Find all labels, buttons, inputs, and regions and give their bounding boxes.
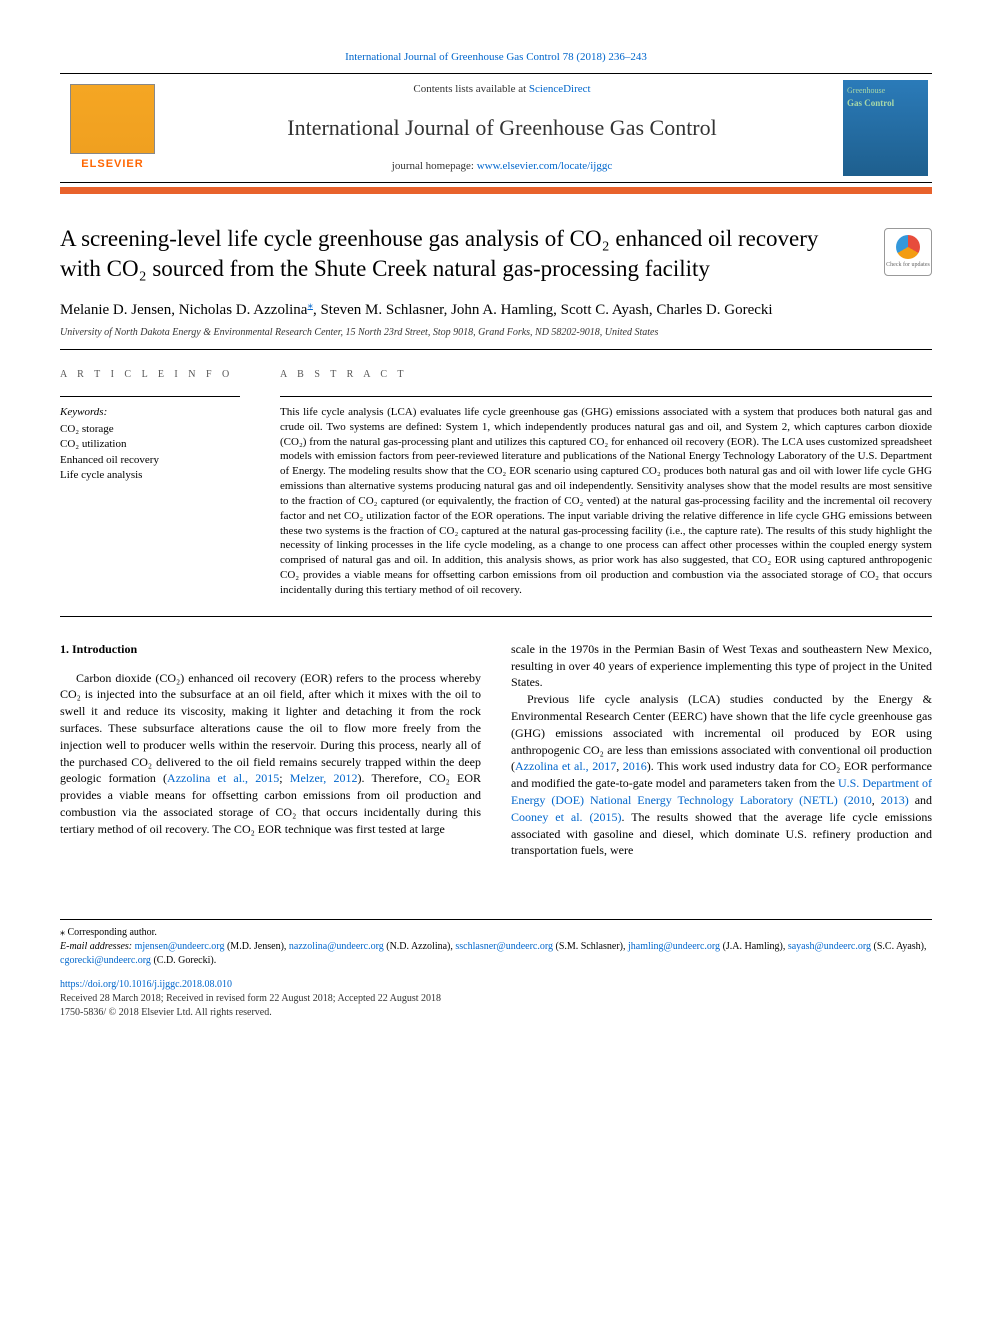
body-paragraph: Previous life cycle analysis (LCA) studi… [511, 691, 932, 859]
journal-cover-thumb: Greenhouse Gas Control [843, 80, 928, 176]
journal-title: International Journal of Greenhouse Gas … [175, 113, 829, 143]
email-link[interactable]: sayash@undeerc.org [788, 941, 871, 952]
body-right-column: scale in the 1970s in the Permian Basin … [511, 641, 932, 859]
homepage-prefix: journal homepage: [392, 160, 477, 172]
body-paragraph: scale in the 1970s in the Permian Basin … [511, 641, 932, 691]
email-name: (J.A. Hamling), [720, 941, 788, 952]
divider [60, 349, 932, 350]
keyword: Enhanced oil recovery [60, 453, 240, 468]
keyword: Life cycle analysis [60, 468, 240, 483]
keyword: CO₂ utilization [60, 437, 240, 452]
citation-link[interactable]: 2013) [881, 793, 909, 807]
cover-line2: Gas Control [847, 97, 894, 109]
check-updates-badge[interactable]: Check for updates [884, 228, 932, 276]
abstract-col: A B S T R A C T This life cycle analysis… [280, 368, 932, 597]
email-line: E-mail addresses: mjensen@undeerc.org (M… [60, 940, 932, 968]
divider [60, 616, 932, 617]
body-paragraph: Carbon dioxide (CO₂) enhanced oil recove… [60, 670, 481, 838]
doi-link[interactable]: https://doi.org/10.1016/j.ijggc.2018.08.… [60, 978, 932, 992]
received-line: Received 28 March 2018; Received in revi… [60, 992, 932, 1006]
body-text: Carbon dioxide (CO₂) enhanced oil recove… [60, 671, 481, 786]
check-updates-label: Check for updates [886, 261, 930, 269]
body-left-column: 1. Introduction Carbon dioxide (CO₂) enh… [60, 641, 481, 859]
contents-line: Contents lists available at ScienceDirec… [175, 82, 829, 97]
abstract-label: A B S T R A C T [280, 368, 932, 382]
email-name: (M.D. Jensen), [224, 941, 288, 952]
citation-link[interactable]: Azzolina et al., 2015 [167, 771, 279, 785]
divider [60, 396, 240, 397]
copyright-line: 1750-5836/ © 2018 Elsevier Ltd. All righ… [60, 1006, 932, 1020]
body-text: , [872, 793, 881, 807]
email-link[interactable]: jhamling@undeerc.org [628, 941, 720, 952]
email-label: E-mail addresses: [60, 941, 135, 952]
authors-part2: , Steven M. Schlasner, John A. Hamling, … [313, 302, 773, 318]
keyword: CO₂ storage [60, 422, 240, 437]
sciencedirect-link[interactable]: ScienceDirect [529, 83, 591, 95]
body-columns: 1. Introduction Carbon dioxide (CO₂) enh… [60, 641, 932, 859]
citation-link[interactable]: Azzolina et al., 2017 [515, 759, 616, 773]
citation-link[interactable]: Melzer, 2012 [290, 771, 358, 785]
citation-header: International Journal of Greenhouse Gas … [60, 50, 932, 65]
email-link[interactable]: sschlasner@undeerc.org [455, 941, 553, 952]
email-link[interactable]: cgorecki@undeerc.org [60, 955, 151, 966]
corresponding-note: ⁎ Corresponding author. [60, 926, 932, 940]
elsevier-brand: ELSEVIER [81, 157, 143, 172]
cover-line1: Greenhouse [847, 86, 885, 97]
accent-bar [60, 187, 932, 194]
check-updates-icon [896, 235, 920, 259]
authors-line: Melanie D. Jensen, Nicholas D. Azzolina⁎… [60, 298, 932, 320]
citation-link[interactable]: Cooney et al. (2015) [511, 810, 621, 824]
footnotes: ⁎ Corresponding author. E-mail addresses… [60, 919, 932, 1020]
header-center: Contents lists available at ScienceDirec… [165, 74, 839, 182]
body-text: ; [279, 771, 290, 785]
abstract-text: This life cycle analysis (LCA) evaluates… [280, 405, 932, 598]
journal-header: ELSEVIER Contents lists available at Sci… [60, 73, 932, 183]
body-text: and [909, 793, 932, 807]
email-name: (S.M. Schlasner), [553, 941, 628, 952]
authors-part1: Melanie D. Jensen, Nicholas D. Azzolina [60, 302, 307, 318]
article-title: A screening-level life cycle greenhouse … [60, 224, 864, 284]
affiliation: University of North Dakota Energy & Envi… [60, 326, 932, 340]
article-info-label: A R T I C L E I N F O [60, 368, 240, 382]
elsevier-logo: ELSEVIER [60, 74, 165, 182]
contents-prefix: Contents lists available at [413, 83, 528, 95]
elsevier-tree-icon [70, 84, 155, 154]
citation-link[interactable]: 2016 [623, 759, 647, 773]
homepage-line: journal homepage: www.elsevier.com/locat… [175, 159, 829, 174]
email-link[interactable]: nazzolina@undeerc.org [289, 941, 384, 952]
homepage-link[interactable]: www.elsevier.com/locate/ijggc [477, 160, 613, 172]
email-name: (S.C. Ayash), [871, 941, 926, 952]
email-name: (N.D. Azzolina), [384, 941, 456, 952]
article-info-col: A R T I C L E I N F O Keywords: CO₂ stor… [60, 368, 240, 597]
email-name: (C.D. Gorecki). [151, 955, 216, 966]
email-link[interactable]: mjensen@undeerc.org [135, 941, 225, 952]
divider [280, 396, 932, 397]
keywords-label: Keywords: [60, 405, 240, 420]
section-heading: 1. Introduction [60, 641, 481, 658]
